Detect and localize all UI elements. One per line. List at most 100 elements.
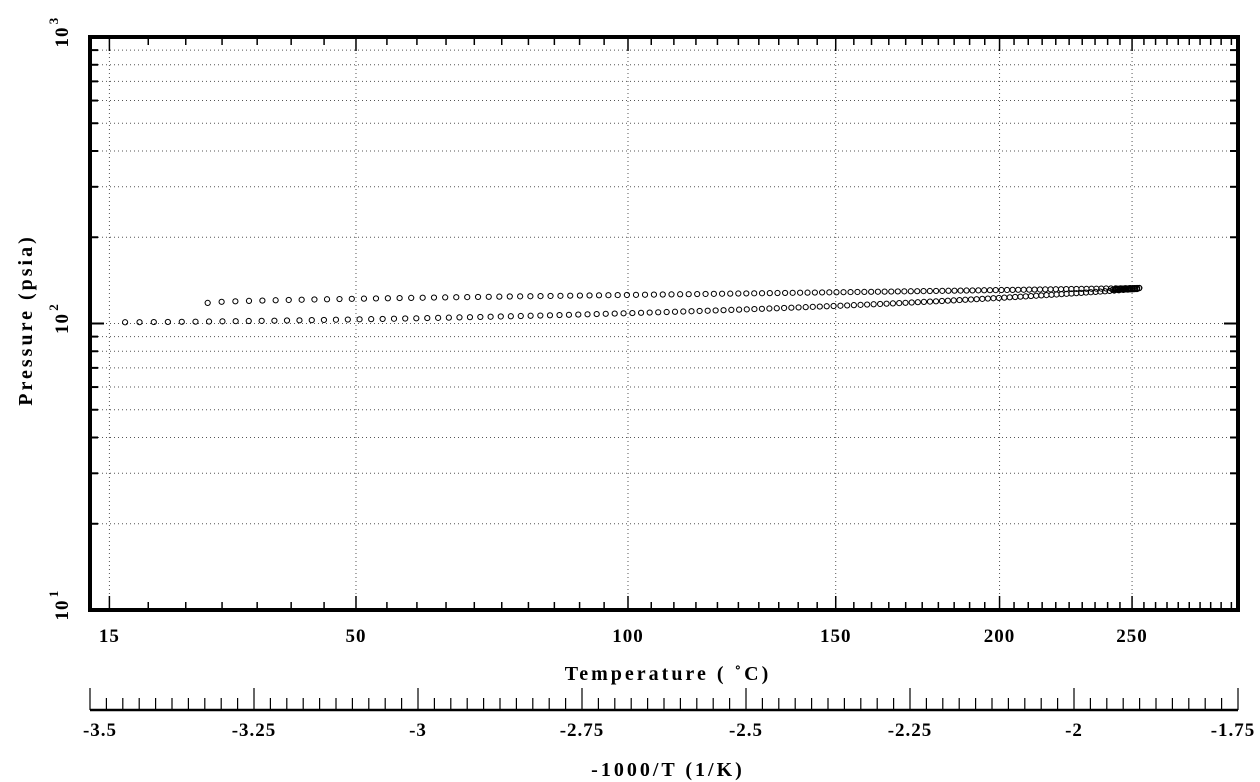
- data-point: [424, 314, 431, 322]
- data-point: [990, 295, 997, 302]
- data-point: [205, 318, 213, 325]
- data-point: [259, 297, 266, 304]
- data-point: [1027, 292, 1035, 300]
- data-point: [914, 299, 921, 306]
- data-point: [396, 294, 403, 302]
- data-point: [926, 298, 934, 305]
- data-point: [907, 288, 914, 295]
- data-point: [506, 293, 513, 300]
- data-point: [1043, 292, 1050, 299]
- data-point: [932, 287, 940, 295]
- data-point: [413, 315, 420, 322]
- data-point: [136, 319, 143, 326]
- data-point: [507, 313, 514, 320]
- data-point: [951, 287, 958, 294]
- data-point: [984, 295, 991, 302]
- data-point: [809, 303, 816, 310]
- data-point: [967, 296, 975, 303]
- data-point: [870, 301, 877, 308]
- data-point: [766, 305, 773, 312]
- grid-lines: [90, 37, 1238, 610]
- data-point: [218, 298, 225, 305]
- data-point: [1114, 286, 1121, 293]
- data-point: [816, 303, 823, 310]
- data-point: [811, 289, 818, 296]
- data-point: [602, 310, 609, 317]
- data-point: [204, 299, 211, 307]
- data-point: [527, 293, 534, 300]
- data-point: [957, 287, 964, 294]
- data-point: [1118, 286, 1125, 293]
- data-point: [727, 290, 734, 297]
- data-point: [485, 293, 492, 300]
- data-point: [995, 294, 1002, 302]
- data-point: [979, 295, 986, 302]
- data-point: [819, 289, 826, 296]
- data-point: [614, 291, 621, 299]
- data-point: [847, 288, 854, 296]
- data-point: [348, 295, 355, 302]
- data-point: [720, 307, 727, 314]
- secondary-tick-label: -3.25: [232, 720, 277, 741]
- data-point: [975, 287, 982, 294]
- data-point: [877, 300, 884, 308]
- data-point: [743, 290, 750, 297]
- data-point: [751, 305, 758, 313]
- data-point: [1012, 293, 1019, 301]
- data-point: [575, 311, 582, 318]
- data-point: [442, 294, 449, 301]
- data-point: [788, 304, 795, 311]
- data-point: [826, 289, 833, 296]
- data-point: [861, 288, 868, 295]
- data-point: [408, 294, 415, 301]
- data-point: [344, 316, 351, 323]
- data-point: [629, 309, 636, 317]
- data-point: [844, 302, 851, 309]
- data-point: [1131, 285, 1138, 293]
- data-point: [1038, 292, 1045, 299]
- data-point: [308, 317, 315, 324]
- x-tick-label: 200: [984, 626, 1016, 647]
- secondary-tick-label: -2.75: [560, 720, 605, 741]
- data-point: [556, 311, 563, 319]
- data-point: [671, 308, 679, 315]
- data-point: [586, 292, 593, 299]
- secondary-tick-label: -2.25: [888, 720, 933, 741]
- data-point: [1033, 292, 1040, 299]
- data-point: [1125, 286, 1132, 293]
- secondary-tick-label: -2: [1065, 720, 1083, 741]
- data-point: [379, 315, 386, 323]
- data-point: [646, 309, 653, 316]
- data-point: [565, 311, 573, 318]
- data-point: [1031, 286, 1038, 293]
- data-points: [122, 284, 1143, 326]
- data-point: [881, 288, 888, 295]
- data-point: [1120, 286, 1128, 293]
- data-point: [864, 301, 871, 308]
- data-point: [150, 318, 157, 326]
- data-point: [896, 299, 903, 307]
- data-point: [435, 314, 442, 321]
- data-point: [296, 317, 303, 324]
- data-point: [445, 314, 452, 321]
- data-point: [496, 293, 503, 300]
- data-point: [497, 313, 504, 320]
- data-point: [641, 291, 649, 298]
- data-point: [830, 302, 837, 310]
- data-point: [164, 318, 171, 326]
- secondary-tick-label: -1.75: [1211, 720, 1256, 741]
- data-point: [477, 313, 484, 321]
- data-point: [894, 288, 901, 295]
- data-point: [998, 286, 1005, 294]
- data-point: [557, 292, 564, 299]
- data-point: [584, 311, 591, 318]
- data-point: [758, 305, 766, 312]
- data-point: [245, 317, 252, 325]
- data-point: [517, 312, 524, 320]
- data-point: [663, 308, 670, 316]
- data-point: [1057, 286, 1065, 293]
- data-point: [758, 290, 766, 297]
- data-point: [850, 302, 857, 309]
- data-point: [659, 291, 666, 298]
